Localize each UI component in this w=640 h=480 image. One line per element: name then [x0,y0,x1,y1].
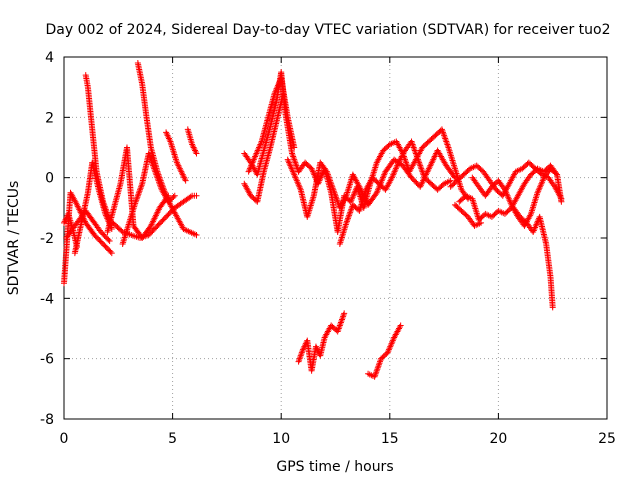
data-point [558,198,565,205]
x-tick-label: 5 [168,431,177,447]
data-point [549,304,556,311]
data-point [105,236,112,243]
y-tick-label: -6 [40,352,54,368]
x-tick-labels: 0 5 10 15 20 25 [60,431,616,447]
x-tick-label: 25 [598,431,616,447]
x-tick-label: 15 [381,431,399,447]
data-point [171,192,178,199]
series-track-21 [510,204,556,311]
data-point [187,193,194,200]
data-point [182,177,189,184]
data-point [447,177,454,184]
data-point [107,248,114,255]
series-track-09 [163,129,189,184]
data-point [193,192,200,199]
y-tick-label: 2 [45,110,54,126]
y-tick-label: 0 [45,171,54,187]
series-track-16 [336,138,454,248]
series-track-20 [451,201,485,229]
x-tick-label: 20 [489,431,507,447]
y-axis-label: SDTVAR / TECUs [6,181,22,296]
data-point [193,231,200,238]
data-point [193,150,200,157]
y-tick-label: -8 [40,412,54,428]
series-track-06 [104,144,172,241]
series-track-13 [245,75,298,175]
chart-title: Day 002 of 2024, Sidereal Day-to-day VTE… [45,22,610,38]
x-tick-label: 0 [60,431,69,447]
y-tick-label: -2 [40,231,54,247]
series-track-07 [134,60,200,238]
series-track-08 [119,150,178,248]
data-point [106,238,113,245]
data-point [341,310,348,317]
data-point [397,322,404,329]
series-track-10 [184,126,200,157]
x-tick-label: 10 [272,431,290,447]
x-axis-label: GPS time / hours [276,459,393,475]
data-points [61,60,565,380]
data-point [170,193,177,200]
data-point [478,219,485,226]
y-tick-label: -4 [40,291,54,307]
data-point [291,144,298,151]
series-track-12 [241,90,287,205]
series-track-23 [365,322,404,380]
data-point [108,250,115,257]
grid-lines [64,57,607,419]
y-tick-labels: -8 -6 -4 -2 0 2 4 [40,50,54,428]
y-tick-label: 4 [45,50,54,66]
series-track-05 [71,159,115,257]
data-point [118,227,125,234]
series-track-22 [295,310,348,374]
